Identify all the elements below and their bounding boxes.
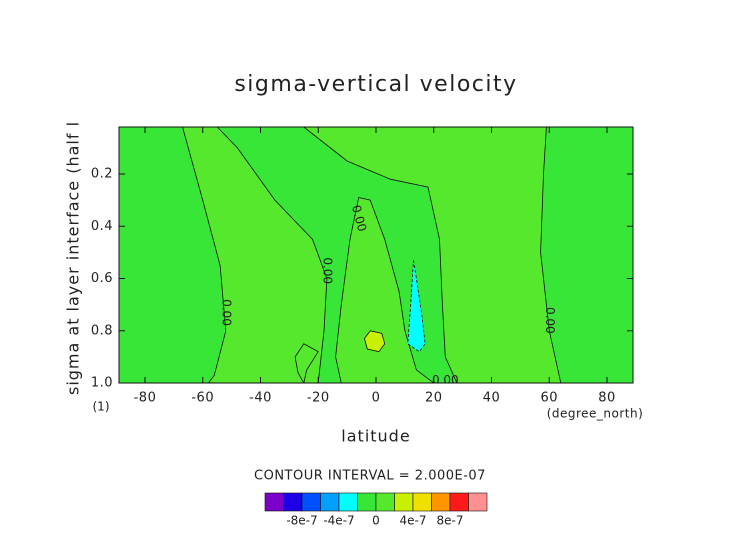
colorbar-box [375,492,395,512]
contour-interval: CONTOUR INTERVAL = 2.000E-07 [254,469,486,484]
chart-title: sigma-vertical velocity [234,72,517,97]
plot-area: 0.00 0.00 0.00 0.00 0.00 [119,127,633,387]
colorbar-box [338,492,358,512]
y-tick-label: 0.2 [91,167,113,182]
y-axis-label: sigma at layer interface (half l [64,121,83,395]
colorbar-box [301,492,321,512]
x-tick-label: 60 [540,391,558,406]
contour-region [363,330,386,353]
colorbar-label: 4e-7 [400,514,427,528]
contour-region [303,127,562,383]
y-tick-label: 0.4 [91,219,113,234]
contour-region [294,343,319,383]
colorbar-box [283,492,303,512]
y-unit: (1) [93,400,110,414]
contour-label: 0.00 [432,373,459,387]
x-tick-label: 80 [598,391,616,406]
colorbar-label: -8e-7 [286,514,317,528]
x-unit: (degree_north) [547,407,644,421]
y-tick-label: 1.0 [91,376,113,391]
x-tick-label: -60 [191,391,214,406]
x-axis-label: latitude [341,427,410,446]
colorbar-box [468,492,488,512]
colorbar-box [412,492,432,512]
colorbar-label: 8e-7 [437,514,464,528]
contour-region [407,260,426,353]
colorbar-box [357,492,377,512]
y-tick-label: 0.6 [91,271,113,286]
contour-label: 0.00 [349,204,369,233]
colorbar-box [431,492,451,512]
y-tick-label: 0.8 [91,323,113,338]
x-tick-label: -20 [307,391,330,406]
colorbar-box [449,492,469,512]
colorbar-label: -4e-7 [323,514,354,528]
x-tick-label: 0 [372,391,381,406]
contour-label: 0.00 [219,299,233,326]
contour-label: 0.00 [320,257,334,284]
x-tick-label: 20 [425,391,443,406]
contour-label: 0.00 [543,307,557,334]
colorbar-box [264,492,284,512]
colorbar-box [320,492,340,512]
colorbar-label: 0 [372,514,380,528]
x-tick-label: -80 [134,391,157,406]
contour-region [335,197,435,383]
x-tick-label: -40 [249,391,272,406]
x-tick-label: 40 [483,391,501,406]
contour-region [182,127,328,383]
colorbar-box [394,492,414,512]
